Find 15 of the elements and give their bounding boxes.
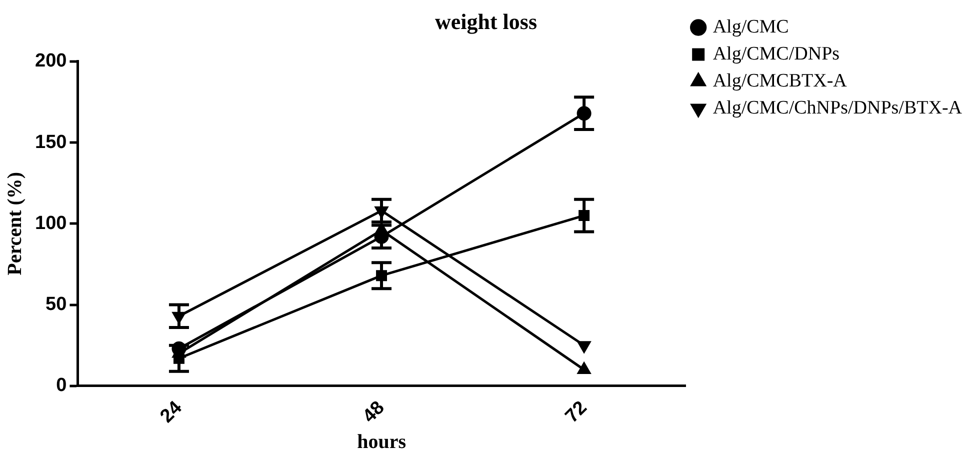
legend-label: Alg/CMCBTX-A: [712, 70, 848, 92]
chart-title: weight loss: [434, 8, 538, 34]
y-tick-label: 200: [35, 50, 67, 72]
x-tick-label: 72: [562, 397, 592, 428]
y-tick-label: 150: [35, 132, 67, 153]
x-tick-label: 24: [156, 397, 187, 428]
legend-label: Alg/CMC/DNPs: [712, 43, 840, 64]
y-tick-label: 0: [56, 375, 67, 396]
legend-label: Alg/CMC: [712, 16, 789, 38]
y-tick-label: 50: [46, 294, 67, 316]
y-tick-label: 100: [35, 212, 67, 234]
x-axis-title: hours: [357, 431, 406, 454]
y-axis-title: Percent (%): [4, 172, 26, 276]
x-tick-label: 48: [358, 397, 389, 428]
legend-label: Alg/CMC/ChNPs/DNPs/BTX-A: [712, 97, 962, 118]
